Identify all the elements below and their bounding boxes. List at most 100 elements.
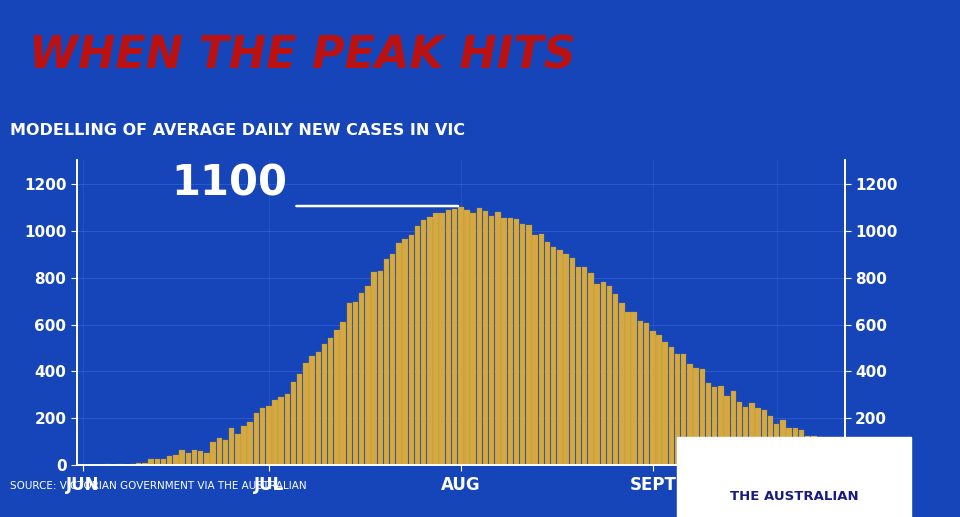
Bar <box>774 424 780 465</box>
Bar <box>105 464 110 465</box>
Bar <box>601 282 606 465</box>
Bar <box>210 442 216 465</box>
Bar <box>588 273 593 465</box>
Bar <box>675 354 681 465</box>
Bar <box>266 406 272 465</box>
Bar <box>662 342 668 465</box>
Bar <box>309 356 315 465</box>
Bar <box>725 396 730 465</box>
Bar <box>192 450 197 465</box>
Bar <box>217 438 222 465</box>
Bar <box>712 387 717 465</box>
Bar <box>731 391 736 465</box>
Bar <box>433 212 439 465</box>
Bar <box>273 400 277 465</box>
Bar <box>483 211 489 465</box>
Bar <box>334 330 340 465</box>
Bar <box>409 235 414 465</box>
Bar <box>817 437 823 465</box>
Bar <box>285 394 290 465</box>
Bar <box>278 397 284 465</box>
Bar <box>248 422 252 465</box>
Bar <box>582 267 588 465</box>
Bar <box>569 258 575 465</box>
Bar <box>811 436 817 465</box>
Text: THE AUSTRALIAN: THE AUSTRALIAN <box>730 490 858 503</box>
Bar <box>693 368 699 465</box>
Bar <box>749 403 755 465</box>
Bar <box>489 216 494 465</box>
Bar <box>465 210 469 465</box>
Bar <box>700 369 705 465</box>
Bar <box>347 303 352 465</box>
Bar <box>384 259 389 465</box>
Bar <box>440 212 444 465</box>
Bar <box>223 439 228 465</box>
Bar <box>377 271 383 465</box>
Bar <box>365 286 371 465</box>
Bar <box>136 463 141 465</box>
Bar <box>607 286 612 465</box>
Bar <box>470 213 476 465</box>
Bar <box>576 267 581 465</box>
Bar <box>508 218 513 465</box>
Bar <box>235 434 241 465</box>
Bar <box>372 272 377 465</box>
Bar <box>625 312 631 465</box>
Bar <box>130 464 135 465</box>
Bar <box>544 241 550 465</box>
Bar <box>390 254 396 465</box>
Bar <box>445 210 451 465</box>
Bar <box>780 419 785 465</box>
Text: SOURCE: VICTORIAN GOVERNMENT VIA THE AUSTRALIAN: SOURCE: VICTORIAN GOVERNMENT VIA THE AUS… <box>10 481 306 491</box>
Bar <box>793 428 798 465</box>
Bar <box>520 224 525 465</box>
Bar <box>352 301 358 465</box>
Bar <box>681 354 686 465</box>
Bar <box>786 429 792 465</box>
Bar <box>160 459 166 465</box>
Bar <box>341 322 346 465</box>
Bar <box>241 426 247 465</box>
Bar <box>316 352 321 465</box>
Bar <box>185 453 191 465</box>
Bar <box>173 454 179 465</box>
Bar <box>180 450 185 465</box>
Bar <box>253 413 259 465</box>
Bar <box>328 338 333 465</box>
Bar <box>824 440 828 465</box>
Bar <box>495 212 501 465</box>
Bar <box>533 235 538 465</box>
Bar <box>396 243 401 465</box>
Bar <box>594 284 600 465</box>
Bar <box>829 447 835 465</box>
Bar <box>612 294 618 465</box>
Bar <box>687 364 693 465</box>
Bar <box>736 402 742 465</box>
Bar <box>427 217 433 465</box>
Bar <box>632 312 636 465</box>
Bar <box>557 250 563 465</box>
Bar <box>124 464 129 465</box>
Bar <box>619 303 625 465</box>
Bar <box>669 346 674 465</box>
Bar <box>228 428 234 465</box>
Bar <box>637 322 643 465</box>
Bar <box>706 383 711 465</box>
Bar <box>198 451 204 465</box>
Bar <box>458 207 464 465</box>
Bar <box>718 386 724 465</box>
Bar <box>155 459 160 465</box>
Bar <box>303 363 309 465</box>
Bar <box>650 331 656 465</box>
Bar <box>501 218 507 465</box>
Bar <box>415 226 420 465</box>
Bar <box>452 209 457 465</box>
Bar <box>657 334 661 465</box>
Bar <box>804 436 810 465</box>
Bar <box>514 219 519 465</box>
Bar <box>359 293 365 465</box>
Bar <box>117 464 123 465</box>
Text: 1100: 1100 <box>172 163 287 205</box>
Bar <box>564 254 569 465</box>
